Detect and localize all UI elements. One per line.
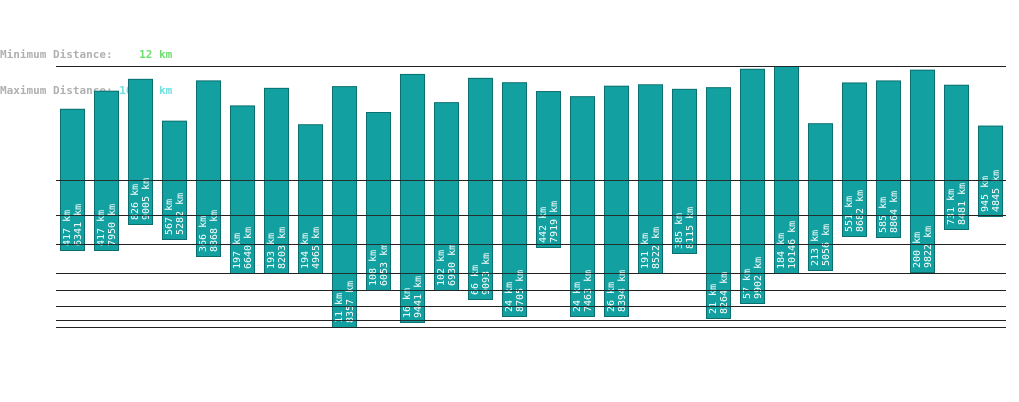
range-bar — [944, 84, 969, 230]
min-distance-row: Minimum Distance: 12 km — [0, 49, 172, 61]
max-distance-label: 8115 km — [685, 207, 696, 249]
min-distance-label: 945 km — [980, 176, 991, 212]
max-distance-label: 8682 km — [855, 190, 866, 232]
range-bar — [842, 82, 867, 238]
max-distance-label: 8357 km — [345, 281, 356, 323]
range-bar — [706, 87, 731, 320]
range-bar — [94, 90, 119, 252]
range-bar — [570, 96, 595, 318]
min-distance-label: 16 km — [402, 288, 413, 318]
min-distance-label: 24 km — [504, 282, 515, 312]
min-distance-label: 102 km — [436, 250, 447, 286]
range-bar — [876, 80, 901, 238]
max-distance-label: 8522 km — [651, 227, 662, 269]
range-bar — [196, 80, 221, 257]
min-distance-label: 11 km — [334, 293, 345, 323]
min-distance-value: 12 km — [139, 48, 173, 61]
min-distance-label: 26 km — [606, 282, 617, 312]
min-distance-label: 200 km — [912, 232, 923, 268]
min-distance-label: 191 km — [640, 233, 651, 269]
min-distance-label: 417 km — [96, 210, 107, 246]
range-bar — [910, 69, 935, 274]
min-distance-label: 193 km — [266, 233, 277, 269]
range-bar — [366, 111, 391, 291]
min-distance-label: 213 km — [810, 230, 821, 266]
min-distance-label: 194 km — [300, 233, 311, 269]
max-distance-label: 8868 km — [209, 210, 220, 252]
range-bar — [672, 88, 697, 254]
min-distance-label: 442 km — [538, 207, 549, 243]
min-distance-label: 731 km — [946, 189, 957, 225]
min-distance-label: 385 km — [674, 213, 685, 249]
max-distance-label: 9005 km — [141, 178, 152, 220]
range-bar — [468, 77, 493, 301]
max-distance-label: 8264 km — [719, 272, 730, 314]
min-distance-label: 108 km — [368, 250, 379, 286]
max-distance-label: 6930 km — [447, 244, 458, 286]
max-distance-label: 6053 km — [379, 244, 390, 286]
min-distance-label: 24 km — [572, 282, 583, 312]
max-distance-label: 9822 km — [923, 226, 934, 268]
range-bar — [434, 102, 459, 291]
range-bar — [502, 82, 527, 317]
max-distance-label: 9441 km — [413, 276, 424, 318]
max-distance-label: 5282 km — [175, 193, 186, 235]
max-distance-label: 4845 km — [991, 170, 1002, 212]
min-distance-label: 197 km — [232, 233, 243, 269]
range-bar — [332, 86, 357, 328]
max-distance-label: 4965 km — [311, 227, 322, 269]
min-distance-label: 184 km — [776, 233, 787, 269]
max-distance-label: 8481 km — [957, 183, 968, 225]
max-distance-label: 6341 km — [73, 204, 84, 246]
max-distance-label: 9902 km — [753, 257, 764, 299]
min-distance-label: 57 km — [742, 269, 753, 299]
range-bar — [230, 105, 255, 275]
min-distance-label: 551 km — [844, 196, 855, 232]
max-distance-label: 8203 km — [277, 227, 288, 269]
range-bar — [638, 84, 663, 275]
min-distance-label: 417 km — [62, 210, 73, 246]
range-bar — [536, 91, 561, 249]
range-bar — [808, 123, 833, 271]
range-bar — [400, 73, 425, 323]
min-distance-label: 585 km — [878, 197, 889, 233]
range-bar — [128, 78, 153, 225]
min-distance-label: 826 km — [130, 184, 141, 220]
min-distance-label: 366 km — [198, 216, 209, 252]
range-bar — [774, 66, 799, 275]
max-distance-label: 7950 km — [107, 204, 118, 246]
range-bar — [60, 108, 85, 251]
min-distance-label: 21 km — [708, 284, 719, 314]
max-distance-label: 6640 km — [243, 227, 254, 269]
range-bar — [978, 125, 1003, 217]
range-bar — [740, 68, 765, 305]
min-distance-label: 567 km — [164, 199, 175, 235]
min-distance-label: Minimum Distance: — [0, 48, 113, 61]
max-distance-label: 8864 km — [889, 191, 900, 233]
range-bar — [604, 85, 629, 317]
max-distance-label: 7919 km — [549, 201, 560, 243]
min-distance-label: 66 km — [470, 265, 481, 295]
